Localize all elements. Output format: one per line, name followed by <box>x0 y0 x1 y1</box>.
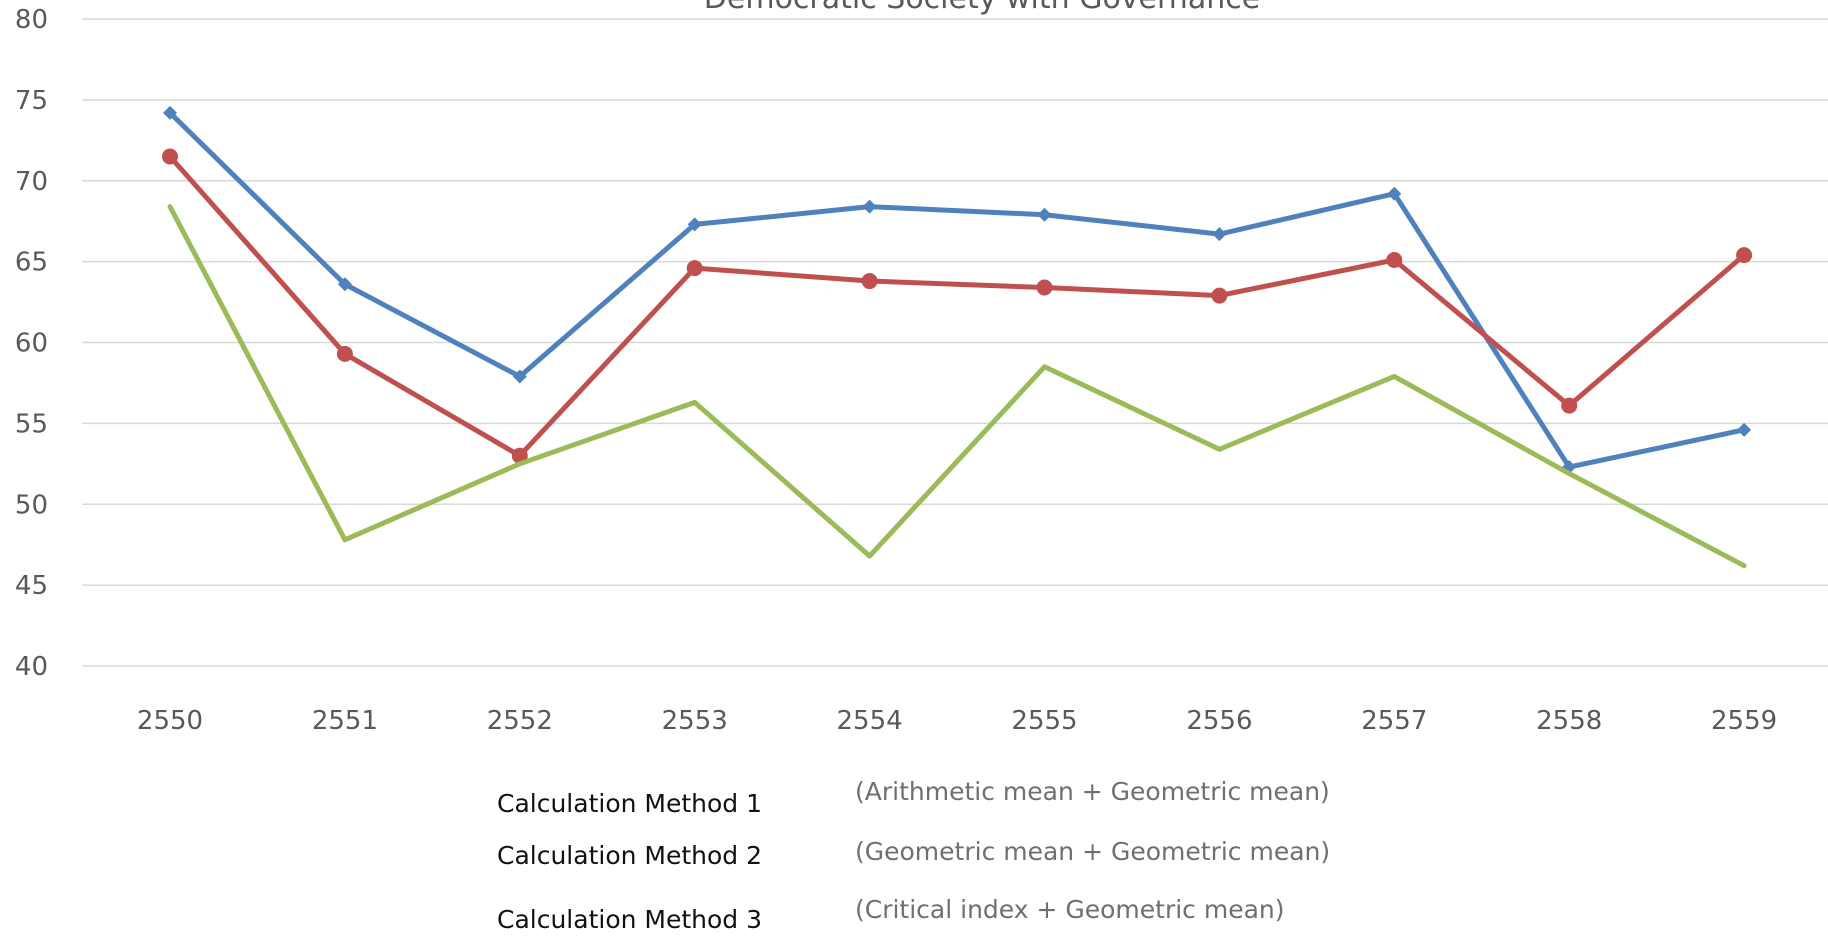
chart-title: Democratic Society with Governance <box>704 0 1260 16</box>
y-tick-label-40: 40 <box>15 652 48 682</box>
point-method-2-2550 <box>162 148 178 165</box>
x-tick-label-2550: 2550 <box>137 706 203 736</box>
point-method-1-2556 <box>1212 227 1227 242</box>
legend-description-method-2: (Geometric mean + Geometric mean) <box>855 837 1331 866</box>
y-tick-label-45: 45 <box>15 571 48 601</box>
legend-label-method-1: Calculation Method 1 <box>497 789 763 818</box>
x-tick-label-2551: 2551 <box>312 706 378 736</box>
x-tick-label-2552: 2552 <box>487 706 553 736</box>
point-method-2-2554 <box>861 273 878 290</box>
legend-label-method-3: Calculation Method 3 <box>497 905 763 934</box>
x-tick-label-2555: 2555 <box>1011 706 1077 736</box>
point-method-1-2559 <box>1737 422 1752 437</box>
x-tick-label-2556: 2556 <box>1186 706 1252 736</box>
x-axis-tick-labels: 2550 2551 2552 2553 2554 2555 2556 2557 2558 2559 <box>137 706 1777 736</box>
point-method-1-2554 <box>862 199 877 214</box>
y-tick-label-75: 75 <box>15 86 48 116</box>
point-method-2-2552 <box>511 447 528 464</box>
point-method-2-2557 <box>1386 252 1403 269</box>
series-method-2 <box>162 148 1753 464</box>
legend-label-method-2: Calculation Method 2 <box>497 841 763 870</box>
legend-description-method-1: (Arithmetic mean + Geometric mean) <box>855 777 1330 806</box>
y-tick-label-70: 70 <box>15 167 48 197</box>
series-lines <box>162 105 1753 569</box>
legend-description-method-3: (Critical index + Geometric mean) <box>855 895 1285 924</box>
point-method-2-2558 <box>1561 397 1578 414</box>
point-method-2-2555 <box>1036 279 1053 296</box>
x-tick-label-2557: 2557 <box>1361 706 1427 736</box>
x-tick-label-2554: 2554 <box>837 706 903 736</box>
point-method-1-2553 <box>687 217 702 232</box>
gridlines <box>82 18 1828 667</box>
point-method-1-2555 <box>1037 207 1052 222</box>
point-method-1-2551 <box>337 277 352 292</box>
point-method-2-2559 <box>1736 247 1753 264</box>
y-tick-label-50: 50 <box>15 490 48 520</box>
x-tick-label-2558: 2558 <box>1536 706 1602 736</box>
x-tick-label-2559: 2559 <box>1711 706 1777 736</box>
point-method-1-2557 <box>1387 186 1402 201</box>
series-line-method-2 <box>167 153 1747 459</box>
point-method-1-2552 <box>512 369 527 384</box>
y-tick-label-55: 55 <box>15 409 48 439</box>
y-tick-label-80: 80 <box>15 5 48 35</box>
point-method-2-2553 <box>686 260 703 277</box>
series-line-method-1 <box>167 110 1747 470</box>
y-tick-label-60: 60 <box>15 329 48 359</box>
x-tick-label-2553: 2553 <box>662 706 728 736</box>
y-tick-label-65: 65 <box>15 248 48 278</box>
point-method-1-2550 <box>163 105 177 120</box>
series-method-3 <box>167 204 1747 569</box>
series-line-method-3 <box>167 204 1747 569</box>
point-method-2-2556 <box>1211 287 1228 304</box>
series-method-1 <box>163 105 1752 475</box>
y-axis-tick-labels: 40 45 50 55 60 65 70 75 80 <box>15 5 48 682</box>
point-method-2-2551 <box>336 345 353 362</box>
